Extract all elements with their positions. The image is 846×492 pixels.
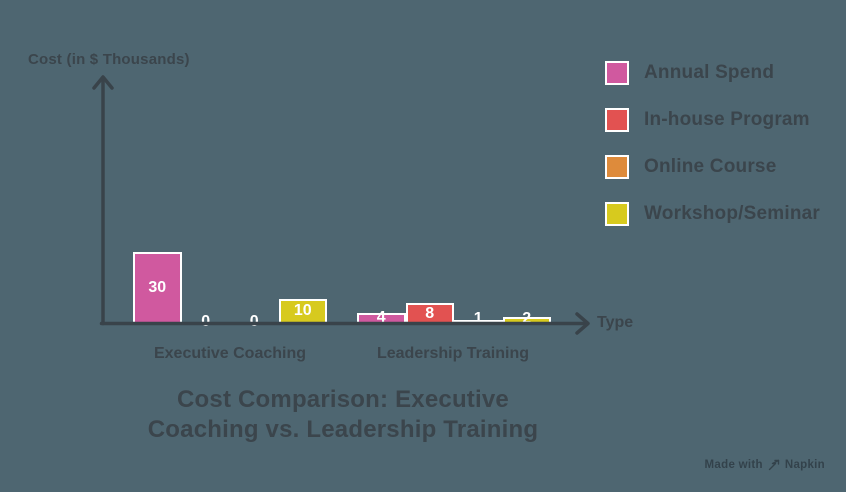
legend-item-annual-spend: Annual Spend — [605, 61, 820, 85]
legend-item-in-house-program: In-house Program — [605, 108, 820, 132]
bar-value-label-leadership-training-workshop-seminar: 2 — [522, 310, 532, 327]
legend-swatch-annual-spend — [605, 61, 629, 85]
bar-value-label-leadership-training-annual-spend: 4 — [376, 309, 386, 327]
legend-label-in-house-program: In-house Program — [644, 109, 810, 130]
legend-label-annual-spend: Annual Spend — [644, 62, 775, 83]
legend-swatch-online-course — [605, 155, 629, 179]
legend-label-workshop-seminar: Workshop/Seminar — [644, 203, 820, 224]
category-label-executive-coaching: Executive Coaching — [153, 345, 307, 362]
bar-value-label-executive-coaching-in-house-program: 0 — [201, 313, 211, 330]
bar-value-label-executive-coaching-workshop-seminar: 10 — [293, 302, 312, 320]
bar-value-label-executive-coaching-online-course: 0 — [249, 313, 259, 330]
watermark: Made with Napkin — [705, 459, 825, 471]
y-axis-arrow-icon — [92, 75, 114, 90]
legend-swatch-workshop-seminar — [605, 202, 629, 226]
chart-title-line-2: Coaching vs. Leadership Training — [147, 416, 539, 443]
y-axis-label: Cost (in $ Thousands) — [28, 51, 190, 68]
bar-value-label-leadership-training-in-house-program: 8 — [425, 304, 435, 322]
legend-item-workshop-seminar: Workshop/Seminar — [605, 202, 820, 226]
legend-swatch-in-house-program — [605, 108, 629, 132]
chart-title: Cost Comparison: Executive Coaching vs. … — [43, 385, 643, 445]
bar-executive-coaching-annual-spend — [133, 252, 182, 324]
legend-label-online-course: Online Course — [644, 156, 777, 177]
chart-title-line-1: Cost Comparison: Executive — [177, 386, 509, 413]
x-axis-label: Type — [597, 314, 634, 331]
napkin-logo-icon — [768, 459, 780, 471]
watermark-brand: Napkin — [784, 459, 825, 471]
legend: Annual Spend In-house Program Online Cours… — [605, 61, 820, 249]
category-label-leadership-training: Leadership Training — [376, 345, 530, 362]
x-axis-arrow-icon — [575, 312, 590, 335]
watermark-prefix: Made with — [704, 459, 763, 471]
bar-executive-coaching-workshop-seminar — [278, 298, 327, 324]
legend-item-online-course: Online Course — [605, 155, 820, 179]
bar-value-label-leadership-training-online-course: 1 — [473, 310, 483, 327]
bar-value-label-executive-coaching-annual-spend: 30 — [148, 279, 167, 297]
